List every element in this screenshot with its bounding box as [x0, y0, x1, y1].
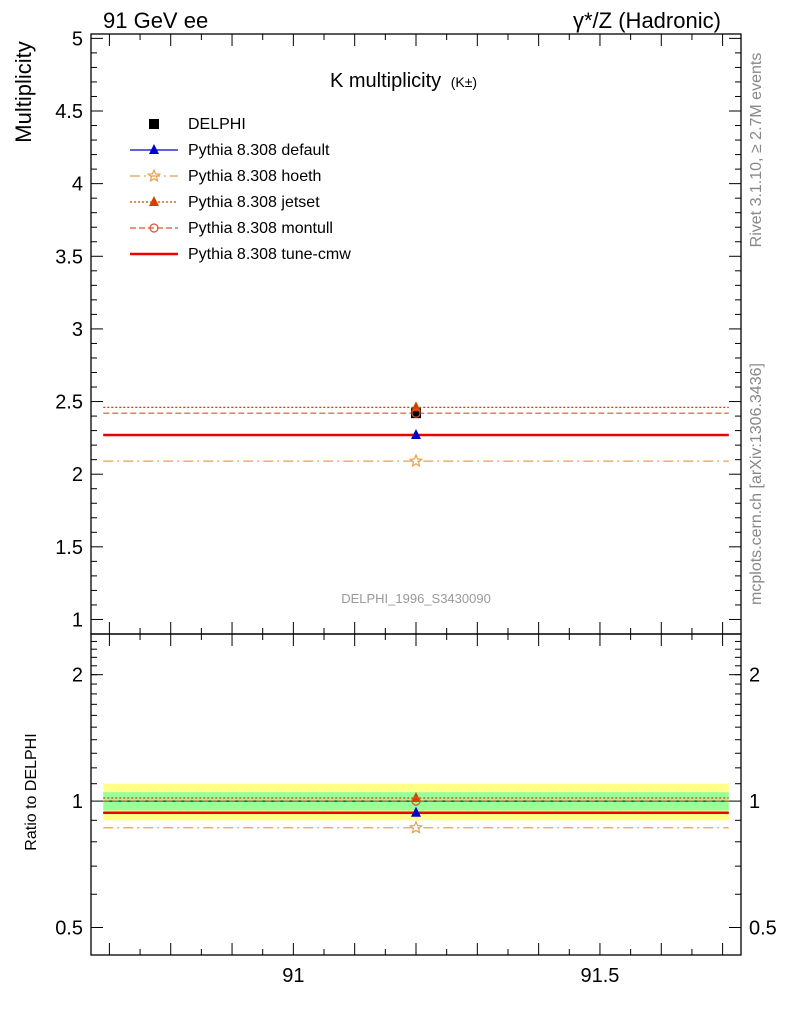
- ratio-ytick-label-left: 1: [72, 791, 83, 813]
- ratio-ytick-label-left: 0.5: [55, 917, 83, 939]
- ratio-point-montull: [411, 796, 421, 806]
- main-ytick-label: 4.5: [55, 101, 83, 123]
- ratio-point-hoeth: [408, 820, 424, 834]
- data-point-jetset: [411, 401, 421, 412]
- main-ytick-label: 3: [72, 319, 83, 341]
- legend-label-hoeth: Pythia 8.308 hoeth: [188, 168, 321, 185]
- main-ytick-label: 4: [72, 174, 83, 196]
- ratio-ytick-label-left: 2: [72, 665, 83, 687]
- main-ytick-label: 2: [72, 464, 83, 486]
- data-point-hoeth: [408, 453, 424, 468]
- tick-label-layer: 1 1.5 2 2.5 3 3.5 4 4.5 5 91 91.5 0.5 0.5 1 1 2 2: [55, 28, 777, 987]
- legend: DELPHI Pythia 8.308 default Pythia 8.308 h…: [130, 116, 351, 263]
- legend-label-data: DELPHI: [188, 116, 246, 133]
- ratio-ytick-label-right: 2: [749, 665, 760, 687]
- analysis-tag: DELPHI_1996_S3430090: [341, 591, 491, 606]
- axes-layer: [90, 33, 742, 956]
- main-ytick-label: 3.5: [55, 246, 83, 268]
- main-ytick-label: 1.5: [55, 537, 83, 559]
- legend-marker-montull: [149, 223, 159, 233]
- ratio-ytick-label-right: 1: [749, 791, 760, 813]
- ratio-xtick-label: 91.5: [580, 965, 619, 987]
- main-ytick-label: 1: [72, 609, 83, 631]
- chart-title-main: K multiplicity: [330, 70, 441, 92]
- legend-label-jetset: Pythia 8.308 jetset: [188, 194, 320, 211]
- chart-title: K multiplicity (K±): [330, 70, 477, 92]
- ratio-ytick-label-right: 0.5: [749, 917, 777, 939]
- legend-marker-default: [149, 144, 159, 154]
- legend-marker-data: [149, 119, 159, 129]
- legend-label-tune_cmw: Pythia 8.308 tune-cmw: [188, 246, 351, 263]
- main-ytick-label: 2.5: [55, 392, 83, 414]
- main-ytick-label: 5: [72, 28, 83, 50]
- data-point-data: [411, 408, 421, 419]
- legend-label-montull: Pythia 8.308 montull: [188, 220, 333, 237]
- header-energy-label: 91 GeV ee: [103, 8, 209, 33]
- chart-title-sub: (K±): [451, 74, 477, 90]
- legend-label-default: Pythia 8.308 default: [188, 142, 330, 159]
- series-marker-layer: [408, 401, 424, 834]
- header-process-label: γ*/Z (Hadronic): [573, 8, 721, 33]
- ratio-point-default: [411, 806, 421, 817]
- data-point-montull: [411, 408, 421, 418]
- series-line-layer: [103, 406, 729, 829]
- legend-marker-hoeth: [146, 168, 162, 183]
- ratio-xtick-label: 91: [282, 965, 304, 987]
- legend-marker-jetset: [149, 196, 159, 206]
- data-point-default: [411, 428, 421, 439]
